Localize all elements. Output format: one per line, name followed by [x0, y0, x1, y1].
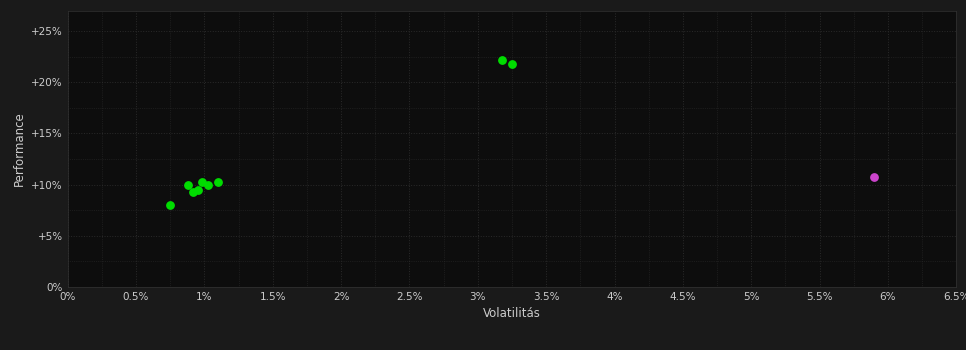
- Point: [189, 187, 205, 192]
- Point: [162, 202, 178, 208]
- Point: [495, 57, 510, 62]
- Point: [504, 61, 520, 66]
- Point: [211, 179, 226, 184]
- X-axis label: Volatilitás: Volatilitás: [483, 307, 541, 320]
- Point: [181, 182, 196, 187]
- Point: [185, 189, 201, 195]
- Point: [867, 175, 882, 180]
- Point: [201, 182, 216, 187]
- Y-axis label: Performance: Performance: [13, 111, 25, 186]
- Point: [194, 179, 210, 184]
